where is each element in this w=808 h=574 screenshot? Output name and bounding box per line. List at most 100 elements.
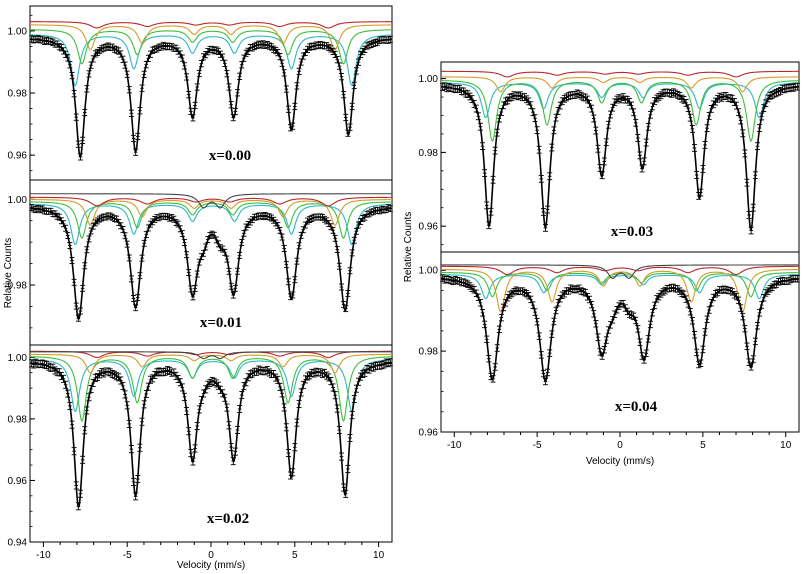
data-point <box>86 235 92 243</box>
data-point <box>160 368 166 377</box>
y-tick-label: 0.96 <box>8 151 28 162</box>
data-point <box>67 61 73 69</box>
data-point <box>245 221 251 228</box>
data-point <box>339 452 345 461</box>
data-point <box>184 406 190 415</box>
data-point <box>296 399 302 408</box>
data-point <box>689 317 695 325</box>
component-curve-4 <box>440 265 799 276</box>
data-point <box>135 132 141 141</box>
data-point <box>368 363 374 372</box>
data-point <box>624 95 630 104</box>
data-point <box>63 380 69 389</box>
data-point <box>122 390 128 399</box>
data-point <box>605 120 611 129</box>
data-point <box>595 333 601 341</box>
data-point <box>235 267 241 275</box>
data-point <box>345 464 351 473</box>
data-point <box>496 325 502 334</box>
data-point <box>601 346 607 354</box>
data-point <box>80 284 86 292</box>
data-point <box>547 349 553 357</box>
data-point <box>754 142 760 151</box>
data-point <box>687 308 693 316</box>
data-point <box>179 230 185 238</box>
data-point <box>228 101 234 109</box>
x-tick-label: -5 <box>533 440 542 451</box>
data-point <box>97 215 103 223</box>
data-point <box>591 310 597 318</box>
data-point <box>336 426 342 435</box>
data-point <box>86 70 92 78</box>
data-point <box>158 43 164 51</box>
data-point <box>133 492 139 501</box>
data-point <box>215 381 221 390</box>
data-point <box>501 303 507 312</box>
data-point <box>486 221 492 230</box>
data-point <box>492 363 498 371</box>
data-point <box>124 401 130 410</box>
data-point <box>181 239 187 246</box>
data-point <box>545 205 551 214</box>
data-point <box>198 396 204 405</box>
data-point <box>143 389 149 398</box>
data-point <box>213 379 219 388</box>
data-point <box>288 293 294 301</box>
data-point <box>141 70 147 78</box>
data-point <box>742 324 748 333</box>
data-point <box>694 171 700 179</box>
data-point <box>184 73 190 81</box>
data-point <box>148 220 154 228</box>
data-point <box>31 36 37 44</box>
data-point <box>530 301 536 309</box>
data-point <box>58 372 64 381</box>
data-point <box>141 400 147 409</box>
data-point <box>181 392 187 401</box>
data-point <box>220 389 226 398</box>
data-point <box>63 224 69 232</box>
data-point <box>56 213 62 221</box>
data-point <box>84 85 90 93</box>
data-point <box>186 427 192 436</box>
data-point <box>283 423 289 432</box>
data-point <box>243 49 249 57</box>
data-point <box>71 447 77 456</box>
data-point <box>794 275 800 283</box>
data-point <box>366 41 372 49</box>
data-point <box>186 269 192 276</box>
data-point <box>67 242 73 249</box>
data-point <box>164 213 170 221</box>
data-point <box>360 215 366 222</box>
right-y-axis-title: Relative Counts <box>403 212 414 283</box>
data-point <box>488 207 494 216</box>
y-tick-label: 0.94 <box>8 538 28 549</box>
data-point <box>71 278 77 286</box>
data-point <box>345 289 351 297</box>
data-point <box>150 218 156 226</box>
data-point <box>65 54 71 62</box>
data-point <box>139 417 145 426</box>
x-tick-label: 5 <box>292 550 298 561</box>
data-point <box>698 188 704 197</box>
data-point <box>75 314 81 322</box>
x-tick-label: 10 <box>780 440 792 451</box>
data-point <box>241 54 247 62</box>
data-point <box>706 112 712 120</box>
data-point <box>494 128 500 137</box>
data-point <box>124 70 130 78</box>
data-point <box>44 361 50 370</box>
data-point <box>69 420 75 429</box>
data-point <box>351 236 357 244</box>
data-point <box>94 217 100 225</box>
data-point <box>179 54 185 62</box>
data-point <box>192 284 198 292</box>
data-point <box>75 140 81 148</box>
y-tick-label: 0.98 <box>419 148 439 159</box>
data-point <box>343 489 349 498</box>
data-point <box>228 282 234 290</box>
data-point <box>77 307 83 315</box>
component-curve-3 <box>30 353 392 374</box>
panel-x002: 0.94 0.96 0.98 1.00 x=0.02 <box>8 344 393 549</box>
data-point <box>637 338 643 346</box>
data-point <box>353 384 359 393</box>
